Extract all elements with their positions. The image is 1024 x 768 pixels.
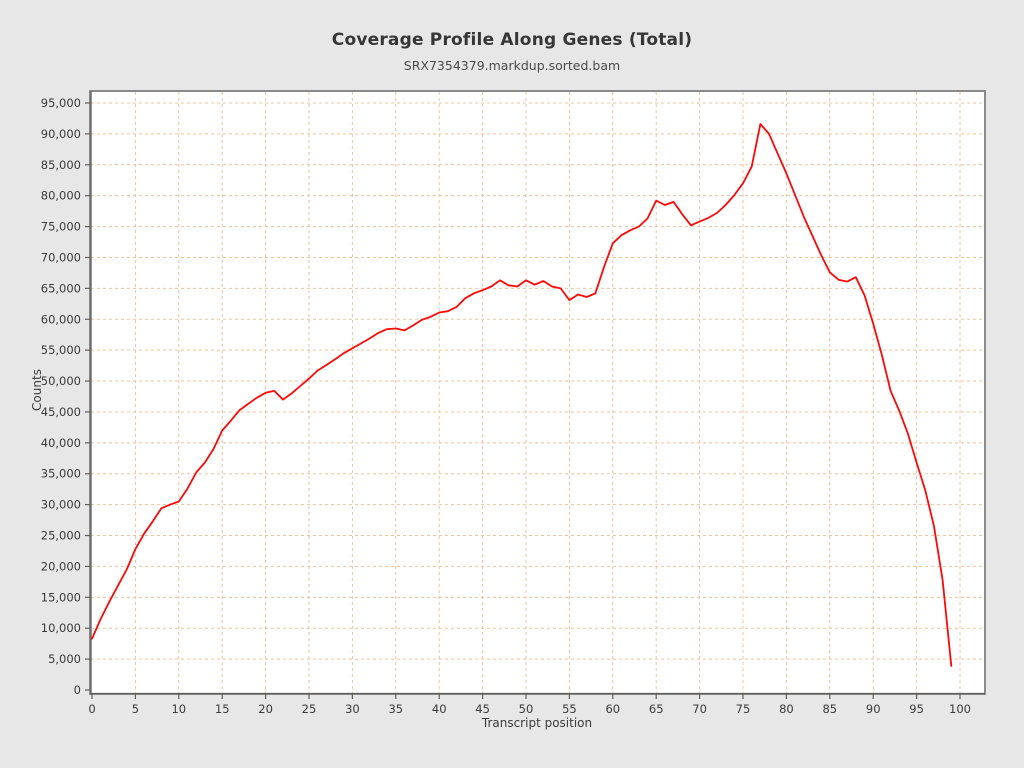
y-tick-label: 45,000 [41, 405, 81, 419]
x-tick-label: 85 [822, 702, 837, 716]
y-tick-label: 65,000 [41, 281, 81, 295]
x-tick-label: 50 [519, 702, 534, 716]
y-tick-label: 10,000 [41, 621, 81, 635]
y-tick-label: 20,000 [41, 559, 81, 573]
plot-area [89, 90, 986, 695]
y-tick-label: 90,000 [41, 127, 81, 141]
x-tick-label: 5 [132, 702, 139, 716]
x-tick-label: 45 [475, 702, 490, 716]
x-tick-label: 25 [302, 702, 317, 716]
x-tick-label: 75 [736, 702, 751, 716]
y-tick-label: 15,000 [41, 590, 81, 604]
y-tick-label: 70,000 [41, 250, 81, 264]
y-tick-label: 35,000 [41, 467, 81, 481]
y-tick-label: 75,000 [41, 220, 81, 234]
x-tick-label: 100 [949, 702, 971, 716]
x-tick-label: 40 [432, 702, 447, 716]
chart-subtitle: SRX7354379.markdup.sorted.bam [403, 58, 621, 73]
y-tick-label: 95,000 [41, 96, 81, 110]
x-tick-label: 55 [562, 702, 577, 716]
y-tick-label: 60,000 [41, 312, 81, 326]
y-tick-label: 55,000 [41, 343, 81, 357]
x-tick-label: 30 [345, 702, 360, 716]
x-tick-label: 60 [605, 702, 620, 716]
y-tick-label: 85,000 [41, 158, 81, 172]
x-tick-label: 15 [215, 702, 230, 716]
y-tick-label: 25,000 [41, 529, 81, 543]
y-tick-label: 50,000 [41, 374, 81, 388]
y-tick-label: 0 [74, 683, 81, 697]
x-tick-label: 80 [779, 702, 794, 716]
coverage-line [91, 123, 953, 667]
x-tick-label: 70 [692, 702, 707, 716]
y-tick-label: 30,000 [41, 498, 81, 512]
x-tick-label: 35 [388, 702, 403, 716]
x-tick-label: 90 [866, 702, 881, 716]
y-tick-label: 80,000 [41, 189, 81, 203]
y-tick-label: 40,000 [41, 436, 81, 450]
y-tick-label: 5,000 [48, 652, 81, 666]
x-tick-label: 20 [258, 702, 273, 716]
x-tick-label: 10 [171, 702, 186, 716]
x-axis-title: Transcript position [481, 716, 593, 730]
x-tick-label: 95 [909, 702, 924, 716]
x-tick-label: 65 [649, 702, 664, 716]
x-tick-label: 0 [88, 702, 95, 716]
chart-title: Coverage Profile Along Genes (Total) [331, 30, 693, 50]
